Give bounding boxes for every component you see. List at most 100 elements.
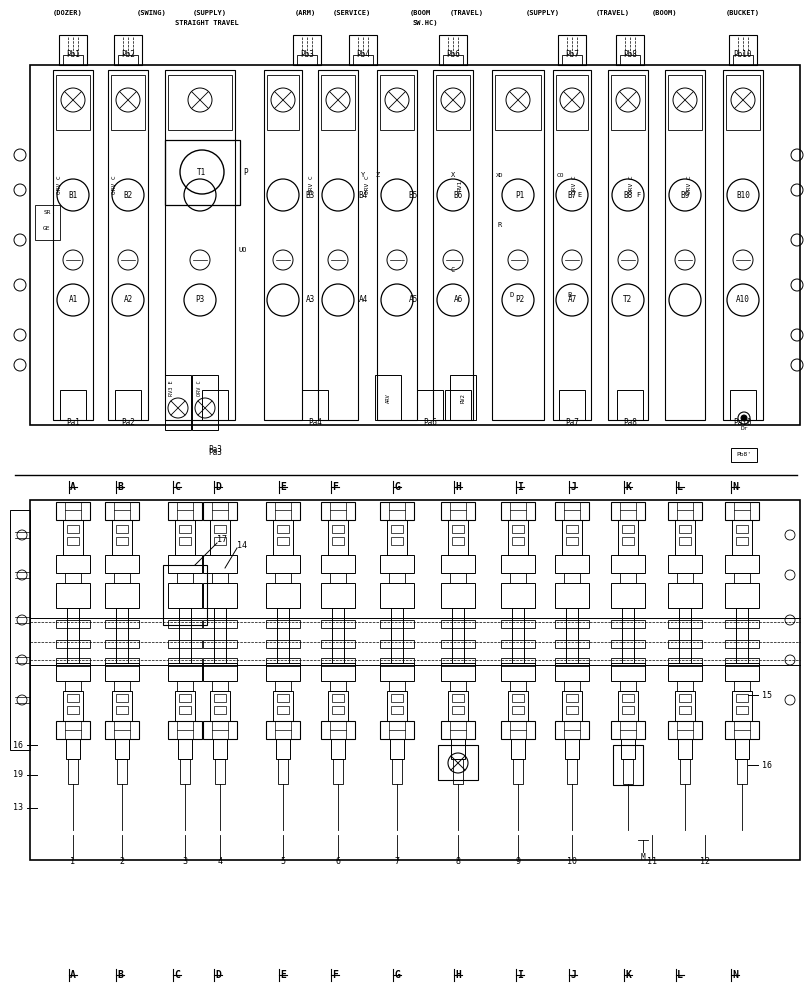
Text: P3: P3 <box>195 296 204 304</box>
Bar <box>552 70 590 420</box>
Bar <box>353 55 372 65</box>
Bar <box>380 502 414 520</box>
Bar <box>272 520 293 555</box>
Text: R: R <box>497 222 501 228</box>
Text: L: L <box>676 482 682 492</box>
Bar <box>380 721 414 739</box>
Bar <box>621 608 633 663</box>
Bar <box>495 75 540 130</box>
Bar <box>620 573 635 583</box>
Text: I: I <box>517 970 522 980</box>
Bar <box>63 691 83 721</box>
Text: K: K <box>624 970 630 980</box>
Bar <box>621 537 633 545</box>
Text: 10: 10 <box>566 857 577 866</box>
Bar <box>610 640 644 648</box>
Bar <box>333 759 342 784</box>
Bar <box>320 555 354 573</box>
Text: Pb6: Pb6 <box>445 50 459 59</box>
Bar <box>509 573 526 583</box>
Bar <box>203 502 237 520</box>
Text: 2: 2 <box>119 857 124 866</box>
Bar <box>491 70 543 420</box>
Bar <box>557 35 586 65</box>
Bar <box>724 663 758 681</box>
Bar <box>203 640 237 648</box>
Bar <box>610 721 644 739</box>
Bar <box>266 555 299 573</box>
Bar <box>332 608 344 663</box>
Bar <box>214 608 225 663</box>
Bar <box>735 706 747 714</box>
Bar <box>168 583 202 608</box>
Bar <box>165 140 240 205</box>
Text: SR: SR <box>43 211 50 216</box>
Text: C: C <box>450 267 454 273</box>
Bar <box>203 658 237 666</box>
Bar <box>114 573 130 583</box>
Bar <box>388 573 405 583</box>
Text: B5: B5 <box>408 190 417 200</box>
Text: H: H <box>454 482 461 492</box>
Bar <box>735 537 747 545</box>
Text: E: E <box>280 482 285 492</box>
Text: J: J <box>569 482 575 492</box>
Bar <box>114 35 142 65</box>
Bar <box>621 694 633 702</box>
Bar <box>554 502 588 520</box>
Bar <box>105 502 139 520</box>
Text: 9: 9 <box>515 857 520 866</box>
Bar <box>452 706 463 714</box>
Bar <box>566 759 577 784</box>
Bar <box>203 620 237 628</box>
Bar <box>564 573 579 583</box>
Bar <box>266 502 299 520</box>
Bar <box>448 691 467 721</box>
Text: ARV: ARV <box>385 393 390 403</box>
Bar <box>56 502 90 520</box>
Text: 1: 1 <box>71 857 75 866</box>
Bar <box>450 739 465 759</box>
Text: SW.HC): SW.HC) <box>412 20 437 26</box>
Bar <box>388 681 405 691</box>
Text: B: B <box>117 482 122 492</box>
Bar <box>65 681 81 691</box>
Bar <box>68 759 78 784</box>
Text: X: X <box>450 172 454 178</box>
Bar <box>617 520 637 555</box>
Bar <box>277 759 288 784</box>
Bar <box>163 565 207 625</box>
Bar <box>59 35 87 65</box>
Text: (DOZER): (DOZER) <box>53 10 83 16</box>
Bar <box>191 375 217 430</box>
Bar <box>664 70 704 420</box>
Bar <box>203 583 237 608</box>
Bar <box>724 620 758 628</box>
Bar <box>320 75 354 130</box>
Bar <box>439 35 466 65</box>
Bar <box>117 759 127 784</box>
Text: P2: P2 <box>515 296 524 304</box>
Text: T1: T1 <box>197 168 206 177</box>
Bar <box>380 640 414 648</box>
Bar <box>328 691 348 721</box>
Bar <box>730 448 756 462</box>
Bar <box>389 739 404 759</box>
Bar <box>508 520 527 555</box>
Bar <box>277 608 289 663</box>
Bar <box>513 759 522 784</box>
Bar <box>56 721 90 739</box>
Bar <box>678 694 690 702</box>
Text: GE: GE <box>43 226 50 231</box>
Text: 6: 6 <box>335 857 340 866</box>
Bar <box>440 583 474 608</box>
Text: 3: 3 <box>182 857 187 866</box>
Bar <box>449 375 475 420</box>
Text: A: A <box>70 970 76 980</box>
Text: C: C <box>174 482 180 492</box>
Text: A4: A4 <box>358 296 367 304</box>
Text: Y: Y <box>360 172 365 178</box>
Bar <box>168 620 202 628</box>
Bar <box>554 583 588 608</box>
Text: Pa6: Pa6 <box>423 418 436 427</box>
